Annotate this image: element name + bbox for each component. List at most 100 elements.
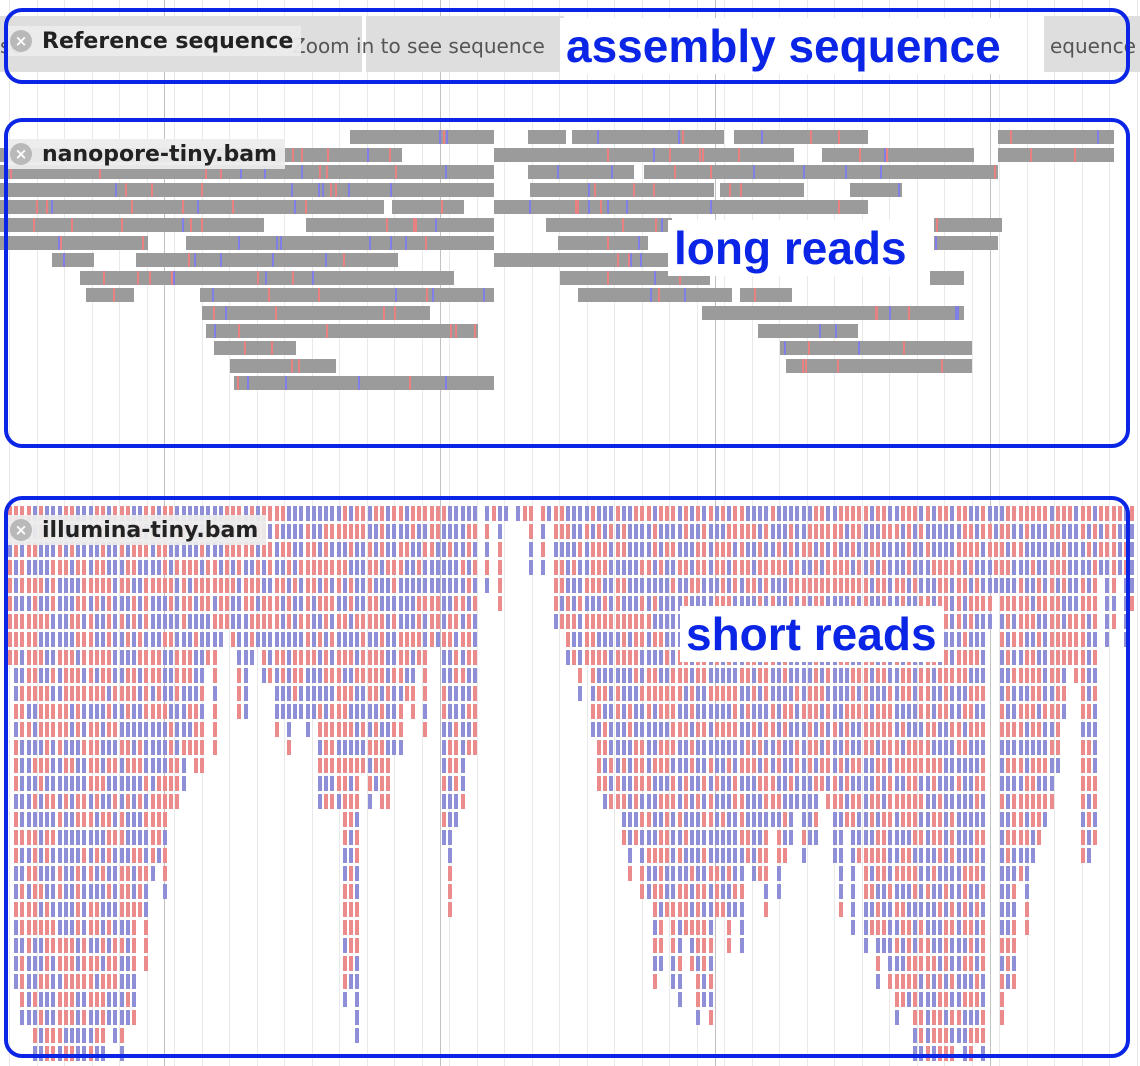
short-read (814, 722, 818, 737)
long-read (998, 147, 1114, 162)
short-read (913, 938, 917, 953)
short-read (39, 668, 43, 683)
mismatch-mark (51, 200, 53, 215)
short-read (417, 632, 421, 647)
short-read (882, 722, 886, 737)
illumina-track-label[interactable]: × illumina-tiny.bam (6, 515, 267, 545)
reference-track-label[interactable]: × Reference sequence (6, 26, 302, 56)
short-read (671, 668, 675, 683)
short-read (764, 506, 768, 521)
short-read (789, 722, 793, 737)
short-read (337, 794, 341, 809)
short-read (919, 812, 923, 827)
short-read (975, 776, 979, 791)
short-read (95, 974, 99, 989)
close-icon[interactable]: × (10, 143, 32, 165)
short-read (151, 866, 155, 881)
short-read (671, 776, 675, 791)
short-read (603, 542, 607, 557)
short-read (138, 614, 142, 629)
short-read (349, 794, 353, 809)
short-read (758, 524, 762, 539)
short-read (144, 686, 148, 701)
short-read (789, 578, 793, 593)
short-read (647, 812, 651, 827)
short-read (82, 1046, 86, 1061)
short-read (671, 650, 675, 665)
short-read (225, 578, 229, 593)
short-read (529, 542, 533, 557)
short-read (938, 596, 942, 611)
short-read (839, 794, 843, 809)
short-read (628, 812, 632, 827)
short-read (566, 506, 570, 521)
short-read (802, 758, 806, 773)
short-read (169, 668, 173, 683)
short-read (20, 902, 24, 917)
short-read (151, 848, 155, 863)
short-read (1056, 632, 1060, 647)
short-read (616, 776, 620, 791)
short-read (386, 740, 390, 755)
nanopore-alignments-track: × nanopore-tiny.bam (0, 124, 1140, 394)
short-read (262, 596, 266, 611)
short-read (1087, 632, 1091, 647)
short-read (461, 686, 465, 701)
short-read (250, 578, 254, 593)
reference-sequence-track: se Zoom in to see sequence equence × Ref… (0, 12, 1140, 80)
short-read (20, 704, 24, 719)
short-read (554, 578, 558, 593)
short-read (51, 758, 55, 773)
short-read (727, 596, 731, 611)
short-read (932, 776, 936, 791)
short-read (802, 668, 806, 683)
short-read (51, 686, 55, 701)
short-read (27, 650, 31, 665)
short-read (76, 812, 80, 827)
nanopore-track-label[interactable]: × nanopore-tiny.bam (6, 139, 285, 169)
short-read (51, 884, 55, 899)
short-read (20, 866, 24, 881)
short-read (882, 506, 886, 521)
short-read (950, 920, 954, 935)
short-read (213, 668, 217, 683)
short-read (194, 722, 198, 737)
short-read (932, 704, 936, 719)
short-read (33, 992, 37, 1007)
short-read (845, 740, 849, 755)
short-read (1087, 848, 1091, 863)
mismatch-mark (617, 253, 619, 268)
short-read (740, 938, 744, 953)
short-read (659, 722, 663, 737)
short-read (1087, 812, 1091, 827)
short-read (678, 830, 682, 845)
short-read (64, 704, 68, 719)
short-read (870, 524, 874, 539)
mismatch-mark (298, 358, 300, 373)
short-read (839, 740, 843, 755)
short-read (969, 578, 973, 593)
close-icon[interactable]: × (10, 30, 32, 52)
short-read (132, 938, 136, 953)
short-read (1006, 596, 1010, 611)
short-read (399, 596, 403, 611)
short-read (888, 704, 892, 719)
short-read (647, 632, 651, 647)
short-read (33, 722, 37, 737)
short-read (653, 776, 657, 791)
short-read (746, 578, 750, 593)
short-read (132, 704, 136, 719)
sequence-bar-block (366, 16, 564, 72)
short-read (1019, 740, 1023, 755)
short-read (58, 866, 62, 881)
short-read (665, 812, 669, 827)
short-read (1012, 920, 1016, 935)
short-read (361, 542, 365, 557)
short-read (349, 758, 353, 773)
close-icon[interactable]: × (10, 519, 32, 541)
short-read (808, 758, 812, 773)
short-read (665, 758, 669, 773)
short-read (20, 596, 24, 611)
short-read (733, 704, 737, 719)
short-read (107, 578, 111, 593)
